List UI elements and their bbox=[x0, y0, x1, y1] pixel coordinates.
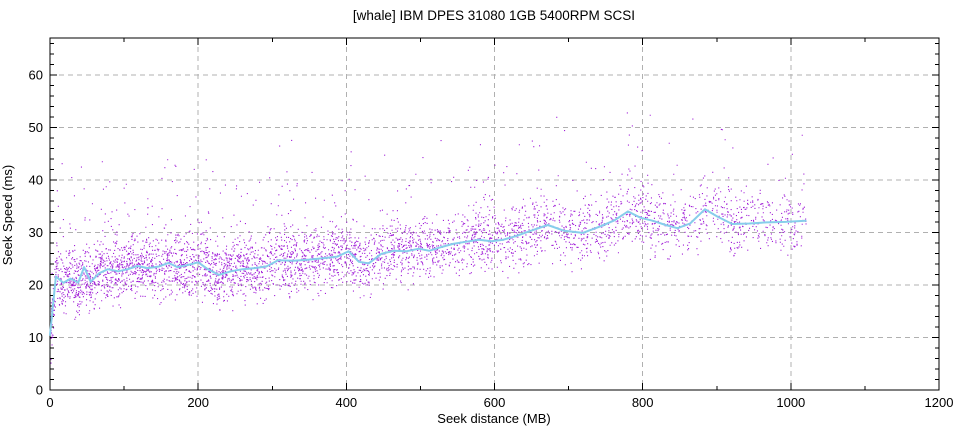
x-tick-label: 1200 bbox=[925, 395, 954, 410]
scatter-points bbox=[50, 112, 807, 364]
y-tick-label: 60 bbox=[29, 67, 43, 82]
y-tick-label: 0 bbox=[36, 383, 43, 398]
x-tick-label: 800 bbox=[632, 395, 654, 410]
y-tick-label: 40 bbox=[29, 172, 43, 187]
y-axis-title: Seek Speed (ms) bbox=[0, 165, 15, 265]
chart-title: [whale] IBM DPES 31080 1GB 5400RPM SCSI bbox=[353, 8, 635, 23]
x-tick-label: 1000 bbox=[776, 395, 805, 410]
average-line bbox=[49, 208, 807, 336]
y-tick-label: 10 bbox=[29, 330, 43, 345]
y-tick-label: 30 bbox=[29, 225, 43, 240]
x-axis-title: Seek distance (MB) bbox=[437, 411, 550, 426]
x-tick-label: 0 bbox=[46, 395, 53, 410]
y-tick-label: 50 bbox=[29, 120, 43, 135]
plot-frame bbox=[49, 37, 940, 391]
y-tick-label: 20 bbox=[29, 277, 43, 292]
x-tick-label: 400 bbox=[335, 395, 357, 410]
plot-render-layer: 0 200 400 600 800 1000 1200 0 10 20 30 40 50 60 bbox=[29, 37, 954, 410]
x-tick-label: 200 bbox=[187, 395, 209, 410]
x-tick-label: 600 bbox=[484, 395, 506, 410]
grid-lines bbox=[50, 38, 939, 390]
